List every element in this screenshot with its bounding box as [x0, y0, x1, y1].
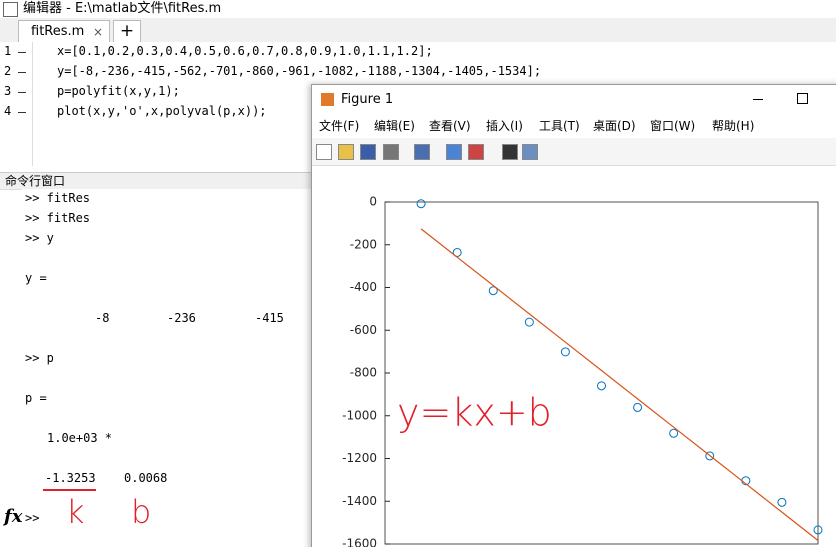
breakpoint-dash	[18, 92, 26, 93]
y-tick-label: -1400	[342, 494, 377, 508]
data-point	[524, 317, 534, 327]
menu-item[interactable]: 帮助(H)	[712, 119, 755, 133]
figure-title: Figure 1	[341, 92, 394, 107]
tab-bar: fitRes.m × +	[0, 18, 836, 43]
menu-item[interactable]: 插入(I)	[486, 119, 523, 133]
window-title: 编辑器 - E:\matlab文件\fitRes.m	[23, 1, 222, 16]
figure-menu: 文件(F) 编辑(E) 查看(V) 插入(I) 工具(T) 桌面(D) 窗口(W) 帮助(H)	[312, 114, 836, 138]
output-text: -1.3253	[45, 471, 96, 485]
output-text: >> p	[25, 351, 54, 365]
toolbar-button[interactable]	[522, 144, 538, 160]
data-point	[633, 402, 643, 412]
figure-toolbar	[312, 138, 836, 166]
fx-icon: fx	[4, 506, 23, 527]
output-text: -415	[255, 311, 284, 325]
output-text: >> y	[25, 231, 54, 245]
code-line: y=[-8,-236,-415,-562,-701,-860,-961,-108…	[57, 64, 542, 78]
output-text: -236	[167, 311, 196, 325]
y-tick-label: -400	[350, 280, 377, 294]
handwritten-annotation: y=kx+b	[397, 391, 552, 435]
command-window-header: 命令行窗口	[0, 172, 320, 190]
fit-line	[420, 228, 819, 541]
data-point	[669, 428, 679, 438]
output-text: y =	[25, 271, 47, 285]
line-number mono: 2	[4, 64, 12, 78]
output-text: >> fitRes	[25, 191, 91, 205]
toolbar-button[interactable]	[360, 144, 376, 160]
data-point	[813, 525, 823, 535]
handwritten-note: k	[66, 493, 85, 531]
figure-icon	[321, 93, 334, 106]
toolbar-button[interactable]	[446, 144, 462, 160]
y-tick-label: -1600	[342, 537, 377, 547]
output-text: >> fitRes	[25, 211, 91, 225]
output-text: 1.0e+03 *	[47, 431, 113, 445]
menu-item[interactable]: 桌面(D)	[593, 119, 636, 133]
axes-background	[384, 201, 819, 545]
data-point	[560, 347, 570, 357]
plot: 0 -200 -400 -600 -800 -1000 -1200 -1400 -1600 y=k…	[342, 195, 823, 547]
command-window-title: 命令行窗口	[5, 174, 66, 188]
toolbar-button[interactable]	[383, 144, 399, 160]
new-tab-button[interactable]: +	[113, 20, 141, 43]
title-bar: 编辑器 - E:\matlab文件\fitRes.m	[0, 0, 836, 18]
breakpoint-dash	[18, 112, 26, 113]
output-text: 0.0068	[124, 471, 168, 485]
line-number mono: 3	[4, 84, 12, 98]
prompt[interactable]: >>	[25, 511, 40, 525]
toolbar-button[interactable]	[316, 144, 332, 160]
data-point	[597, 381, 606, 391]
y-tick-label: -1000	[342, 408, 377, 422]
output-text: p =	[25, 391, 47, 405]
handwritten-underline	[43, 489, 96, 491]
figure-window: Figure 1 文件(F) 编辑(E) 查看(V) 插入(I) 工具(T) 桌面(D) 窗…	[311, 84, 836, 547]
editor-tab[interactable]: fitRes.m ×	[18, 20, 110, 43]
tab-label: fitRes.m	[31, 24, 85, 39]
toolbar-button[interactable]	[502, 144, 518, 160]
breakpoint-dash	[18, 72, 26, 73]
toolbar-button[interactable]	[468, 144, 484, 160]
menu-item[interactable]: 窗口(W)	[650, 119, 696, 133]
gutter-line	[32, 42, 33, 166]
line-number mono: 1	[4, 44, 12, 58]
command-window: >> fitRes >> fitRes >> y y = -8 -236 -415 >> p p…	[22, 189, 322, 529]
y-tick-label: -1200	[342, 451, 377, 465]
minimize-button[interactable]	[753, 99, 763, 100]
code-line: plot(x,y,'o',x,polyval(p,x));	[57, 104, 267, 118]
data-point	[777, 497, 787, 507]
maximize-button[interactable]	[797, 93, 808, 104]
y-tick-label: 0	[369, 195, 377, 209]
y-tick-label: -200	[350, 237, 377, 251]
y-tick-label: -600	[350, 323, 377, 337]
code-line: p=polyfit(x,y,1);	[57, 84, 180, 98]
data-point	[416, 199, 426, 209]
menu-item[interactable]: 文件(F)	[319, 119, 360, 133]
handwritten-note: b	[131, 493, 152, 531]
app-icon	[3, 2, 18, 17]
toolbar-button[interactable]	[414, 144, 430, 160]
menu-item[interactable]: 编辑(E)	[374, 119, 415, 133]
data-point	[705, 451, 715, 461]
data-point	[488, 286, 498, 296]
tab-close[interactable]: ×	[93, 25, 104, 39]
figure-title-bar: Figure 1	[312, 85, 836, 114]
line-number mono: 4	[4, 104, 12, 118]
toolbar-button[interactable]	[338, 144, 354, 160]
menu-item[interactable]: 工具(T)	[539, 119, 580, 133]
y-tick-label: -800	[350, 366, 377, 380]
output-text: -8	[95, 311, 110, 325]
code-line: x=[0.1,0.2,0.3,0.4,0.5,0.6,0.7,0.8,0.9,1…	[57, 44, 433, 58]
breakpoint-dash	[18, 52, 26, 53]
menu-item[interactable]: 查看(V)	[429, 119, 471, 133]
